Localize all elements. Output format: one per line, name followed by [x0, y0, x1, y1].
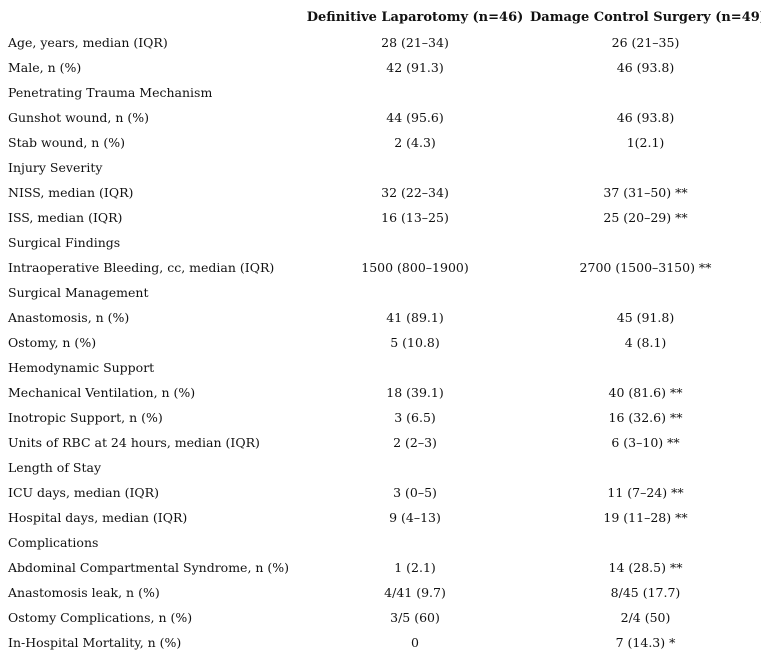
section-row: Length of Stay — [0, 455, 761, 480]
data-row: Anastomosis, n (%) 41 (89.1) 45 (91.8) — [0, 305, 761, 330]
cell-value: 28 (21–34) — [381, 35, 449, 50]
cell-value: 14 (28.5) ** — [608, 560, 683, 575]
row-label: In-Hospital Mortality, n (%) — [8, 635, 182, 650]
cell-value: 1(2.1) — [626, 135, 665, 150]
cell-value: 18 (39.1) — [386, 385, 444, 400]
cell-value: 16 (32.6) ** — [608, 410, 683, 425]
cell-value: 3 (0–5) — [393, 485, 437, 500]
section-row: Surgical Management — [0, 280, 761, 305]
page: Definitive Laparotomy (n=46) Damage Cont… — [0, 5, 761, 663]
section-label: Surgical Management — [8, 285, 149, 300]
column-header: Damage Control Surgery (n=49) — [530, 10, 761, 25]
data-row: Mechanical Ventilation, n (%) 18 (39.1) 40… — [0, 380, 761, 405]
cell-value: 9 (4–13) — [389, 510, 441, 525]
data-row: Abdominal Compartmental Syndrome, n (%) 1… — [0, 555, 761, 580]
section-row: Penetrating Trauma Mechanism — [0, 80, 761, 105]
table-body: Age, years, median (IQR) 28 (21–34) 26 (21… — [0, 30, 761, 655]
row-label: Age, years, median (IQR) — [8, 35, 168, 50]
column-header: Definitive Laparotomy (n=46) — [306, 10, 524, 25]
row-label: ISS, median (IQR) — [8, 210, 123, 225]
cell-value: 16 (13–25) — [381, 210, 449, 225]
data-table: Definitive Laparotomy (n=46) Damage Cont… — [0, 5, 761, 655]
data-row: Gunshot wound, n (%) 44 (95.6) 46 (93.8) — [0, 105, 761, 130]
row-label: Mechanical Ventilation, n (%) — [8, 385, 196, 400]
cell-value: 7 (14.3) * — [615, 635, 676, 650]
cell-value: 46 (93.8) — [616, 110, 675, 125]
data-row: Ostomy, n (%) 5 (10.8) 4 (8.1) — [0, 330, 761, 355]
header-row: Definitive Laparotomy (n=46) Damage Cont… — [0, 5, 761, 30]
row-label: Male, n (%) — [8, 60, 82, 75]
cell-value: 45 (91.8) — [616, 310, 675, 325]
cell-value: 2700 (1500–3150) ** — [579, 260, 712, 275]
row-label: Ostomy, n (%) — [8, 335, 97, 350]
row-label: NISS, median (IQR) — [8, 185, 134, 200]
cell-value: 4 (8.1) — [624, 335, 667, 350]
cell-value: 0 — [411, 635, 419, 650]
data-row: Hospital days, median (IQR) 9 (4–13) 19 (1… — [0, 505, 761, 530]
data-row: Intraoperative Bleeding, cc, median (IQR… — [0, 255, 761, 280]
cell-value: 8/45 (17.7) — [610, 585, 681, 600]
cell-value: 2 (2–3) — [393, 435, 437, 450]
section-row: Hemodynamic Support — [0, 355, 761, 380]
corner — [0, 5, 300, 30]
data-row: Male, n (%) 42 (91.3) 46 (93.8) — [0, 55, 761, 80]
cell-value: 19 (11–28) ** — [603, 510, 688, 525]
cell-value: 32 (22–34) — [381, 185, 449, 200]
cell-value: 1 (2.1) — [394, 560, 436, 575]
section-label: Penetrating Trauma Mechanism — [8, 85, 213, 100]
section-row: Surgical Findings — [0, 230, 761, 255]
row-label: ICU days, median (IQR) — [8, 485, 159, 500]
section-label: Hemodynamic Support — [8, 360, 155, 375]
cell-value: 2 (4.3) — [394, 135, 436, 150]
row-label: Intraoperative Bleeding, cc, median (IQR… — [8, 260, 275, 275]
section-row: Injury Severity — [0, 155, 761, 180]
cell-value: 5 (10.8) — [390, 335, 440, 350]
section-label: Length of Stay — [8, 460, 102, 475]
cell-value: 6 (3–10) ** — [611, 435, 680, 450]
data-row: Anastomosis leak, n (%) 4/41 (9.7) 8/45 (1… — [0, 580, 761, 605]
data-row: NISS, median (IQR) 32 (22–34) 37 (31–50) *… — [0, 180, 761, 205]
row-label: Abdominal Compartmental Syndrome, n (%) — [8, 560, 290, 575]
data-row: Age, years, median (IQR) 28 (21–34) 26 (21… — [0, 30, 761, 55]
cell-value: 25 (20–29) ** — [603, 210, 688, 225]
section-label: Surgical Findings — [8, 235, 121, 250]
cell-value: 3 (6.5) — [394, 410, 436, 425]
data-row: Stab wound, n (%) 2 (4.3) 1(2.1) — [0, 130, 761, 155]
cell-value: 46 (93.8) — [616, 60, 675, 75]
cell-value: 26 (21–35) — [611, 35, 680, 50]
cell-value: 42 (91.3) — [386, 60, 444, 75]
cell-value: 40 (81.6) ** — [608, 385, 683, 400]
section-row: Complications — [0, 530, 761, 555]
section-label: Injury Severity — [8, 160, 103, 175]
data-row: Ostomy Complications, n (%) 3/5 (60) 2/4 (… — [0, 605, 761, 630]
cell-value: 4/41 (9.7) — [384, 585, 446, 600]
row-label: Stab wound, n (%) — [8, 135, 125, 150]
cell-value: 11 (7–24) ** — [607, 485, 684, 500]
row-label: Hospital days, median (IQR) — [8, 510, 188, 525]
row-label: Gunshot wound, n (%) — [8, 110, 150, 125]
row-label: Anastomosis, n (%) — [8, 310, 130, 325]
data-row: In-Hospital Mortality, n (%) 0 7 (14.3) * — [0, 630, 761, 655]
cell-value: 41 (89.1) — [386, 310, 444, 325]
data-row: ISS, median (IQR) 16 (13–25) 25 (20–29) ** — [0, 205, 761, 230]
data-row: Units of RBC at 24 hours, median (IQR) 2 … — [0, 430, 761, 455]
row-label: Ostomy Complications, n (%) — [8, 610, 193, 625]
row-label: Units of RBC at 24 hours, median (IQR) — [8, 435, 260, 450]
data-row: ICU days, median (IQR) 3 (0–5) 11 (7–24) *… — [0, 480, 761, 505]
section-label: Complications — [8, 535, 99, 550]
row-label: Inotropic Support, n (%) — [8, 410, 163, 425]
cell-value: 1500 (800–1900) — [361, 260, 469, 275]
cell-value: 44 (95.6) — [386, 110, 444, 125]
cell-value: 3/5 (60) — [390, 610, 440, 625]
cell-value: 2/4 (50) — [620, 610, 671, 625]
data-row: Inotropic Support, n (%) 3 (6.5) 16 (32.6)… — [0, 405, 761, 430]
row-label: Anastomosis leak, n (%) — [8, 585, 160, 600]
cell-value: 37 (31–50) ** — [603, 185, 688, 200]
